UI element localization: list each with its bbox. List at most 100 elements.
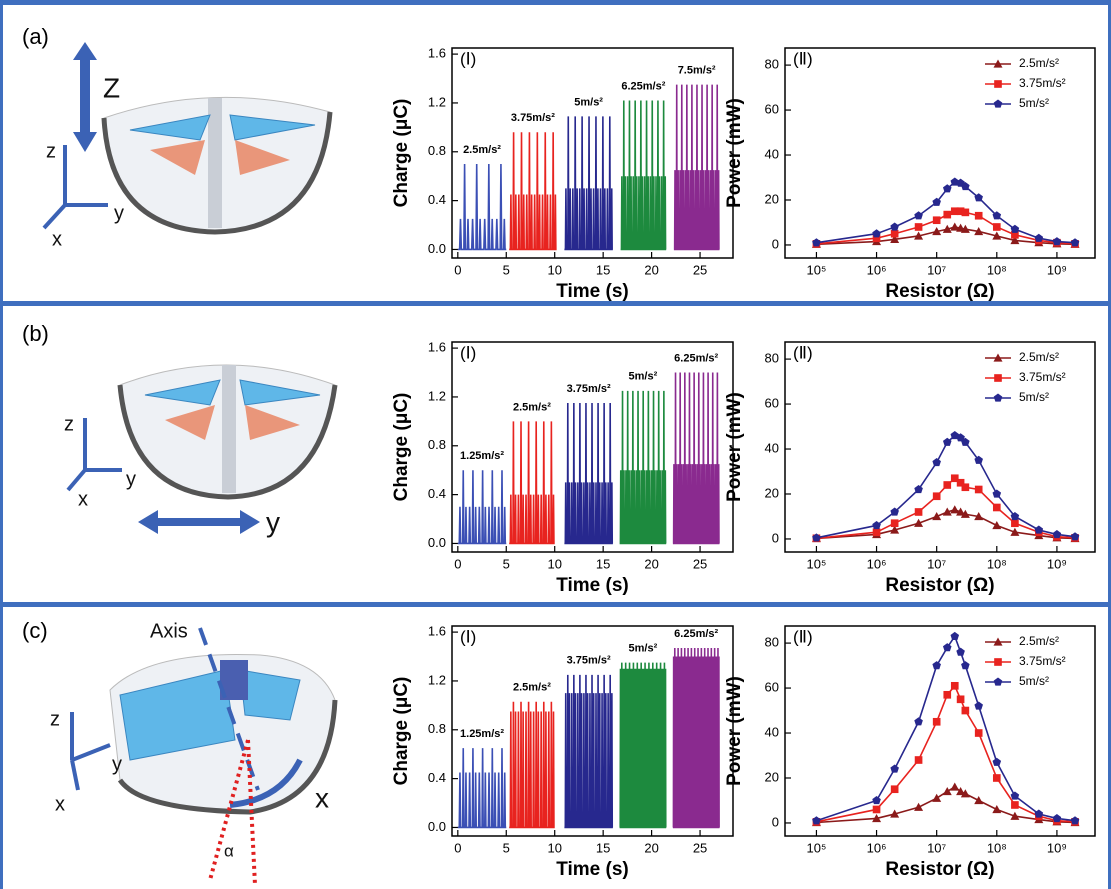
segment-label: 3.75m/s² (567, 655, 611, 667)
x-tick-label: 15 (596, 840, 610, 855)
y-tick-label: 80 (765, 635, 779, 650)
data-point (1011, 801, 1019, 809)
illustration-label: x (55, 793, 65, 815)
illustration-label: y (112, 753, 122, 775)
panel-label: (a) (22, 24, 49, 49)
data-point (975, 212, 983, 220)
x-tick-label: 10⁹ (1047, 840, 1067, 855)
illustration-label: z (64, 413, 74, 435)
data-point (943, 211, 951, 219)
frame-divider (0, 602, 1111, 607)
illustration-label: y (114, 202, 124, 224)
x-axis-label: Time (s) (556, 859, 629, 880)
y-tick-label: 40 (765, 440, 779, 455)
x-tick-label: 0 (454, 262, 461, 277)
segment-label: 1.25m/s² (460, 450, 504, 462)
legend-label: 3.75m/s² (1019, 76, 1066, 90)
y-tick-label: 20 (765, 485, 779, 500)
x-tick-label: 20 (644, 262, 658, 277)
x-tick-label: 0 (454, 840, 461, 855)
x-tick-label: 25 (693, 840, 707, 855)
segment-label: 6.25m/s² (674, 628, 718, 640)
x-tick-label: 0 (454, 556, 461, 571)
x-tick-label: 5 (503, 556, 510, 571)
data-point (993, 223, 1001, 231)
data-point (943, 691, 951, 699)
y-tick-label: 60 (765, 679, 779, 694)
y-axis-label: Power (mW) (724, 98, 745, 208)
y-tick-label: 20 (765, 769, 779, 784)
data-point (873, 528, 881, 536)
y-tick-label: 0.8 (428, 721, 446, 736)
y-tick-label: 0 (772, 236, 779, 251)
y-tick-label: 40 (765, 146, 779, 161)
data-point (975, 486, 983, 494)
data-point (993, 504, 1001, 512)
x-tick-label: 10⁶ (867, 840, 887, 855)
y-tick-label: 0.4 (428, 192, 446, 207)
data-point (933, 492, 941, 500)
x-tick-label: 25 (693, 556, 707, 571)
data-point (915, 508, 923, 516)
panel-sublabel: (Ⅰ) (460, 343, 476, 362)
illustration-label: z (50, 708, 60, 730)
panel-sublabel: (Ⅰ) (460, 49, 476, 68)
segment-label: 2.5m/s² (513, 401, 551, 413)
figure: (a) Z z y x (b) z y x y (0, 0, 1111, 889)
illustration-label: y (126, 468, 136, 490)
data-point (1011, 519, 1019, 527)
legend-label: 3.75m/s² (1019, 654, 1066, 668)
x-axis-label: Resistor (Ω) (885, 281, 994, 302)
segment-label: 2.5m/s² (463, 144, 501, 156)
segment-label: 5m/s² (629, 643, 658, 655)
illustration-label: x (78, 488, 88, 510)
legend-label: 2.5m/s² (1019, 634, 1059, 648)
x-tick-label: 10⁸ (987, 840, 1007, 855)
x-tick-label: 10⁹ (1047, 556, 1067, 571)
data-point (933, 718, 941, 726)
y-tick-label: 0.8 (428, 143, 446, 158)
data-point (962, 209, 970, 217)
frame-top (0, 0, 1111, 5)
panel-sublabel: (Ⅱ) (793, 627, 813, 646)
x-tick-label: 10⁷ (927, 556, 946, 571)
panel-sublabel: (Ⅱ) (793, 49, 813, 68)
data-point (975, 729, 983, 737)
data-point (993, 774, 1001, 782)
panel-label: (c) (22, 618, 48, 643)
y-tick-label: 0.4 (428, 770, 446, 785)
legend-label: 2.5m/s² (1019, 56, 1059, 70)
data-point (915, 223, 923, 231)
data-point (891, 519, 899, 527)
segment-label: 7.5m/s² (678, 65, 716, 77)
y-tick-label: 0.0 (428, 241, 446, 256)
illustration-label: y (266, 506, 280, 537)
data-point (915, 756, 923, 764)
data-point (933, 216, 941, 224)
x-tick-label: 10⁸ (987, 556, 1007, 571)
y-tick-label: 0 (772, 814, 779, 829)
x-tick-label: 10 (547, 262, 561, 277)
legend-label: 5m/s² (1019, 390, 1049, 404)
y-tick-label: 1.2 (428, 94, 446, 109)
panel-sublabel: (Ⅱ) (793, 343, 813, 362)
y-axis-label: Power (mW) (724, 392, 745, 502)
x-axis-label: Resistor (Ω) (885, 575, 994, 596)
x-axis-label: Resistor (Ω) (885, 859, 994, 880)
x-tick-label: 10⁷ (927, 840, 946, 855)
data-point (951, 682, 959, 690)
data-point (957, 695, 965, 703)
x-tick-label: 10 (547, 556, 561, 571)
x-tick-label: 20 (644, 840, 658, 855)
x-tick-label: 10⁹ (1047, 262, 1067, 277)
illustration-label: z (46, 140, 56, 162)
y-tick-label: 40 (765, 724, 779, 739)
x-tick-label: 10⁶ (867, 262, 887, 277)
data-point (943, 481, 951, 489)
charge-trace (673, 648, 720, 827)
panel-sublabel: (Ⅰ) (460, 627, 476, 646)
y-tick-label: 0 (772, 530, 779, 545)
x-tick-label: 20 (644, 556, 658, 571)
legend-label: 5m/s² (1019, 96, 1049, 110)
x-tick-label: 25 (693, 262, 707, 277)
